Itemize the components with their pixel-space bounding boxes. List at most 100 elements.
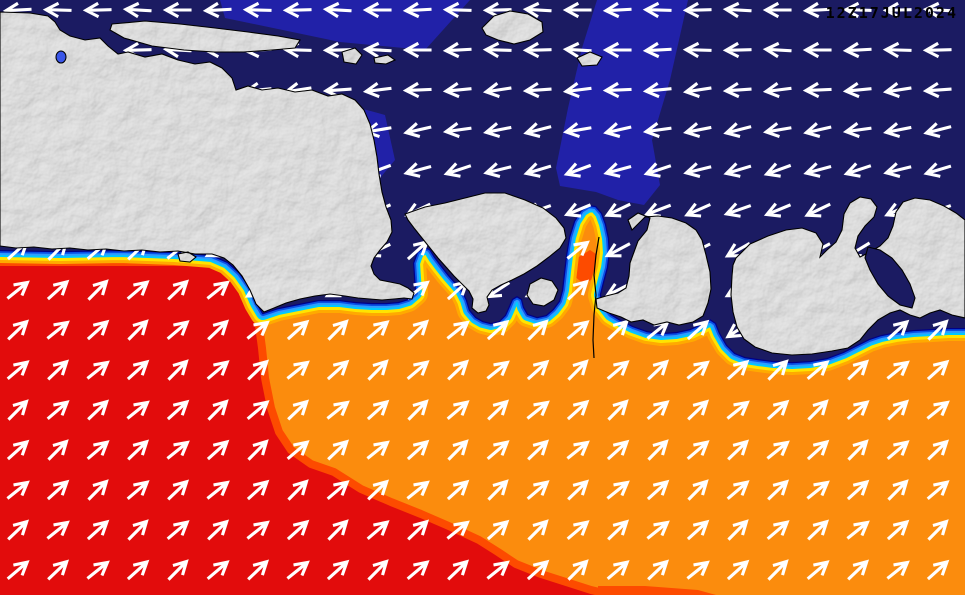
swell-arrow — [722, 1, 752, 19]
swell-arrow — [727, 519, 749, 541]
swell-arrow — [686, 360, 710, 380]
swell-arrow — [326, 559, 350, 581]
swell-arrow — [722, 41, 752, 59]
swell-arrow — [247, 439, 269, 461]
island-madura-coastline — [109, 20, 301, 53]
swell-arrow — [366, 399, 390, 421]
swell-arrow — [922, 41, 952, 59]
swell-arrow — [607, 319, 630, 341]
island-kangean-main — [482, 11, 543, 44]
swell-height-contour-line — [592, 236, 600, 359]
swell-arrow — [246, 520, 270, 540]
swell-arrow — [804, 202, 831, 218]
timestamp-label: 12Z17JUL2024 — [825, 4, 958, 22]
island-nusa-penida-coastline — [526, 277, 559, 307]
swell-arrow — [126, 480, 150, 500]
swell-arrow — [47, 559, 70, 581]
swell-arrow — [326, 480, 350, 500]
swell-arrow — [87, 399, 110, 421]
swell-arrow — [886, 360, 910, 380]
swell-arrow — [46, 400, 70, 420]
swell-arrow — [642, 81, 672, 99]
swell-arrow — [286, 440, 310, 460]
swell-arrow — [526, 359, 550, 381]
swell-arrow — [887, 479, 909, 501]
swell-arrow — [482, 1, 512, 19]
swell-arrow — [287, 479, 309, 501]
swell-arrow — [682, 1, 712, 19]
swell-arrow — [7, 319, 30, 341]
crater-lake — [55, 50, 67, 64]
swell-arrow — [806, 560, 830, 580]
swell-arrow — [607, 399, 629, 421]
swell-arrow — [527, 519, 549, 541]
island-java-coastline — [0, 11, 415, 313]
swell-arrow — [606, 439, 630, 461]
swell-arrow — [562, 82, 592, 99]
swell-arrow — [402, 81, 432, 99]
swell-arrow — [602, 41, 632, 59]
swell-arrow — [567, 359, 589, 381]
swell-arrow — [127, 439, 150, 461]
swell-arrow — [166, 320, 190, 340]
swell-arrow — [326, 359, 350, 381]
swell-arrow — [642, 1, 672, 19]
swell-arrow — [726, 359, 750, 381]
swell-arrow — [683, 162, 712, 178]
swell-arrow — [47, 439, 69, 461]
swell-arrow — [6, 439, 30, 461]
swell-arrow — [246, 400, 270, 420]
swell-arrow — [166, 520, 190, 540]
swell-arrow — [442, 41, 472, 59]
swell-arrow — [846, 479, 870, 501]
swell-arrow — [7, 519, 30, 541]
swell-arrow — [803, 162, 832, 178]
swell-arrow — [126, 559, 150, 581]
swell-arrow — [207, 399, 229, 421]
swell-arrow — [327, 319, 349, 341]
swell-arrow — [406, 480, 430, 500]
swell-arrow — [566, 440, 590, 460]
swell-arrow — [606, 560, 630, 580]
island-madura — [110, 21, 300, 52]
swell-arrow — [86, 519, 110, 541]
swell-arrow — [562, 41, 592, 59]
swell-arrow — [927, 519, 949, 541]
swell-arrow — [922, 81, 952, 99]
island-lombok-coastline — [595, 212, 712, 326]
swell-arrow — [806, 360, 830, 380]
swell-arrow — [922, 1, 952, 19]
swell-arrow — [562, 1, 592, 19]
swell-arrow — [847, 559, 870, 581]
swell-arrow — [367, 359, 389, 381]
swell-arrow — [604, 242, 631, 258]
island-nusa-penida — [527, 278, 558, 306]
swell-arrow — [762, 41, 792, 59]
swell-arrow — [206, 439, 230, 461]
swell-arrow — [843, 162, 872, 178]
island-kangean-west — [342, 48, 362, 64]
orangered-bottom-wedge — [598, 586, 716, 595]
island-lombok — [596, 213, 711, 325]
swell-arrow — [726, 480, 750, 500]
swell-arrow — [487, 399, 510, 421]
swell-arrow — [362, 82, 392, 99]
swell-arrow — [763, 162, 792, 178]
swell-arrow — [207, 519, 230, 541]
island-nusa-barung-coastline — [177, 251, 197, 263]
swell-arrow — [567, 279, 590, 301]
swell-arrow — [367, 559, 389, 581]
swell-arrow — [447, 359, 470, 381]
swell-arrow — [766, 399, 790, 421]
swell-arrow — [762, 1, 792, 19]
swell-arrow — [486, 560, 510, 580]
swell-arrow — [322, 81, 352, 99]
swell-arrow — [723, 202, 752, 218]
swell-arrow — [322, 41, 352, 59]
swell-arrow — [647, 439, 669, 461]
swell-arrow — [167, 359, 189, 381]
swell-arrow — [403, 162, 432, 178]
swell-arrow — [526, 559, 550, 581]
island-kangean-mid-coastline — [373, 54, 397, 65]
